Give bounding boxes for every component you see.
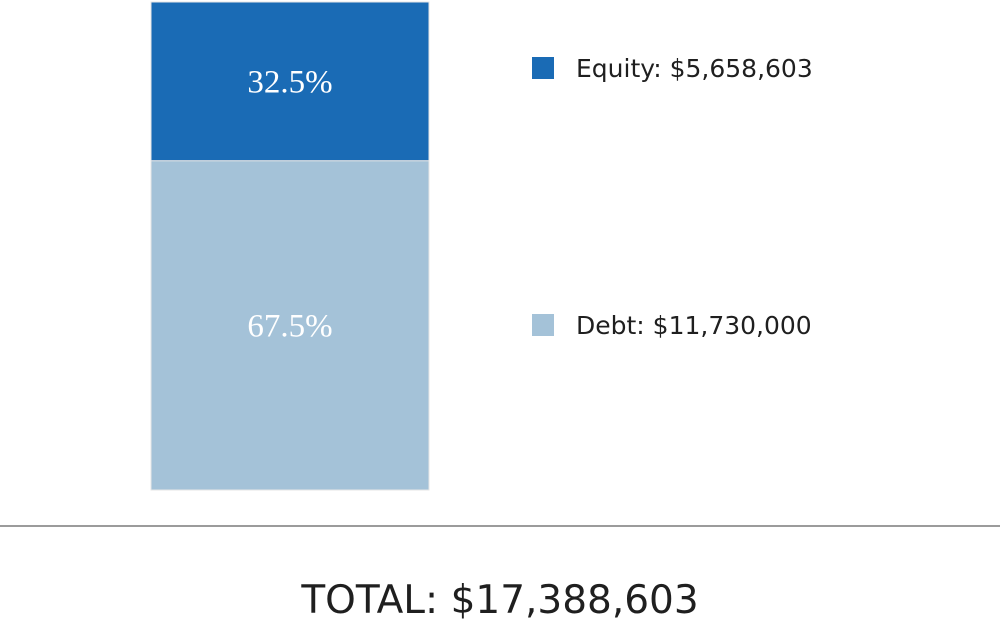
- segment-labels: 32.5% 67.5%: [247, 64, 332, 344]
- legend-label-equity: Equity: $5,658,603: [576, 54, 813, 83]
- total-label: TOTAL: $17,388,603: [300, 578, 698, 623]
- legend-label-debt: Debt: $11,730,000: [576, 311, 812, 340]
- stacked-bar: [150, 1, 430, 491]
- bar-segment-debt: [150, 160, 430, 491]
- legend-swatch-debt: [532, 314, 554, 336]
- segment-percent-label-debt: 67.5%: [247, 308, 332, 344]
- legend-swatch-equity: [532, 57, 554, 79]
- bar-segment-equity: [150, 1, 430, 162]
- segment-percent-label-equity: 32.5%: [247, 64, 332, 100]
- legend: Equity: $5,658,603 Debt: $11,730,000: [532, 54, 813, 340]
